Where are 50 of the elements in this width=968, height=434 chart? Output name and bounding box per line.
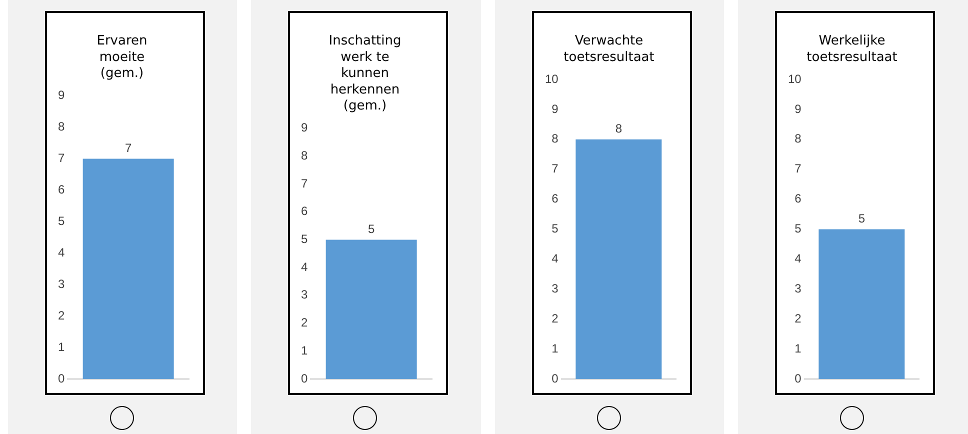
- y-tick-label: 1: [795, 341, 802, 356]
- y-tick-label: 2: [552, 311, 559, 326]
- y-tick-label: 5: [301, 232, 308, 246]
- y-tick-label: 7: [301, 176, 308, 190]
- y-tick-label: 6: [795, 192, 802, 206]
- data-label: 5: [858, 212, 866, 226]
- y-tick-label: 1: [301, 343, 308, 358]
- y-tick-label: 5: [58, 214, 65, 228]
- y-tick-label: 6: [301, 204, 308, 218]
- y-tick-label: 9: [552, 102, 559, 116]
- y-tick-label: 2: [795, 311, 802, 326]
- y-tick-label: 5: [552, 222, 559, 236]
- y-tick-label: 8: [795, 132, 802, 146]
- y-tick-label: 3: [795, 281, 802, 296]
- y-tick-label: 1: [552, 341, 559, 356]
- y-tick-label: 8: [58, 120, 65, 134]
- y-tick-label: 9: [795, 102, 802, 116]
- y-tick-label: 6: [58, 182, 65, 196]
- y-tick-label: 7: [795, 162, 802, 176]
- y-tick-label: 8: [301, 148, 308, 162]
- y-tick-label: 7: [58, 151, 65, 166]
- data-label: 7: [124, 141, 132, 156]
- y-tick-label: 10: [788, 72, 802, 86]
- y-tick-label: 3: [552, 281, 559, 296]
- y-tick-label: 9: [58, 88, 65, 102]
- data-label: 5: [368, 222, 376, 236]
- y-tick-label: 4: [552, 252, 559, 266]
- y-tick-label: 2: [58, 308, 65, 322]
- chart-title: Verwachte toetsresultaat: [564, 34, 654, 65]
- y-tick-label: 7: [552, 162, 559, 176]
- y-tick-label: 4: [795, 252, 802, 266]
- chart-title: Ervaren moeite (gem.): [96, 34, 148, 81]
- chart-title: Inschatting werk te kunnen herkennen (gem.): [329, 34, 402, 114]
- data-label: 8: [615, 122, 622, 136]
- y-tick-label: 5: [795, 222, 802, 236]
- y-tick-label: 0: [301, 371, 308, 386]
- y-tick-label: 2: [301, 316, 308, 330]
- y-tick-label: 4: [301, 260, 308, 274]
- y-tick-label: 0: [552, 371, 559, 386]
- y-tick-label: 8: [552, 132, 559, 146]
- y-tick-label: 0: [58, 371, 65, 386]
- y-tick-label: 9: [301, 120, 308, 135]
- y-tick-label: 3: [301, 288, 308, 302]
- y-tick-label: 1: [58, 340, 65, 354]
- y-tick-label: 4: [58, 245, 65, 260]
- y-tick-label: 10: [544, 72, 559, 86]
- y-tick-label: 6: [552, 192, 559, 206]
- y-tick-label: 3: [58, 276, 65, 291]
- chart-title: Werkelijke toetsresultaat: [807, 34, 898, 65]
- y-tick-label: 0: [795, 371, 802, 386]
